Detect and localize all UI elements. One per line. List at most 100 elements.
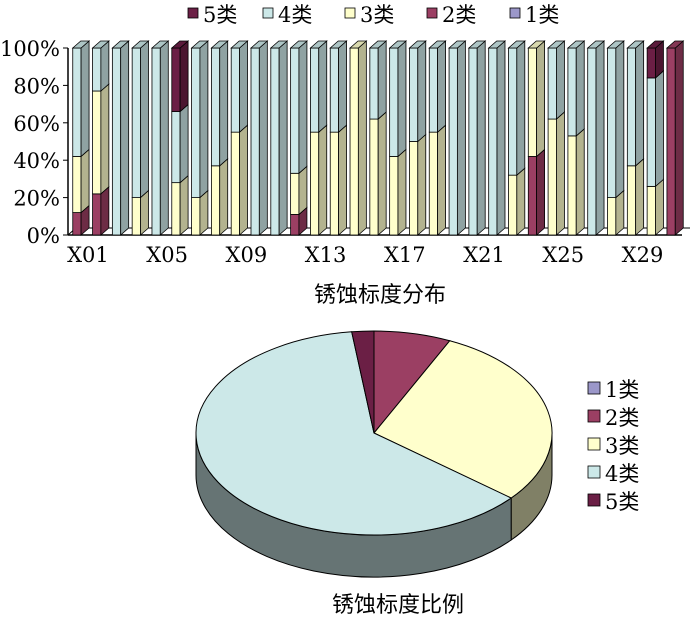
bar-top [487,40,507,49]
bar-segment-X30-4类 [646,77,656,187]
bar-side [417,133,427,236]
bar-side [159,40,169,236]
y-tick-label: 0% [27,224,60,248]
pie-legend-label-3类: 3类 [605,434,639,458]
bar-side [278,40,288,236]
bar-segment-X23-4类 [508,47,518,176]
bar-segment-X10-4类 [250,47,260,236]
pie-legend-swatch-3类 [587,437,601,451]
bar-side [179,174,189,236]
y-tick-label: 100% [0,37,60,61]
legend-swatch-3类 [344,7,356,19]
bar-segment-X01-4类 [72,47,82,157]
bar-segment-X07-4类 [191,47,201,199]
bar-segment-X04-3类 [131,197,141,236]
legend-swatch-1类 [509,7,521,19]
pie-legend-label-1类: 1类 [605,378,639,402]
bar-segment-X01-3类 [72,156,82,213]
bar-top [71,40,91,49]
bar-top [150,40,170,49]
bar-segment-X22-4类 [488,47,498,236]
bar-side [595,40,605,236]
bar-side [437,40,446,134]
bar-axes: 0% 20% 40% 60% 80% 100% X01 X05 X09 X13 X17 X21 X25 X… [0,37,690,267]
bar-side [615,40,625,199]
legend-label-4类: 4类 [278,3,312,27]
bar-segment-X24-3类 [527,47,538,157]
y-tick-label: 80% [13,74,60,98]
legend-swatch-4类 [262,7,274,19]
bar-segment-X13-3类 [310,131,320,236]
pie-legend-label-2类: 2类 [605,406,639,430]
bar-segment-X04-4类 [131,47,141,199]
bar-side [674,40,684,236]
x-tick-label: X13 [305,243,347,267]
pie-legend-swatch-2类 [587,409,601,423]
bar-segment-X11-4类 [270,47,280,236]
legend-label-5类: 5类 [203,3,237,27]
bar-segment-X27-4类 [587,47,597,236]
bar-segment-X02-3类 [92,90,102,195]
bar-top [586,40,606,49]
pie-slice-4类 [195,331,513,536]
bar-segment-X17-3类 [389,156,399,236]
bar-segment-X29-3类 [626,165,637,236]
bar-segment-X29-4类 [626,47,637,167]
bar-top [309,40,328,49]
pie-legend-label-4类: 4类 [605,462,639,486]
bar-top [467,40,487,49]
pie-legend-label-5类: 5类 [605,490,639,514]
bar-top [91,40,110,49]
bar-side [338,40,347,134]
bar-side [140,189,149,236]
bar-segment-X13-4类 [310,47,320,133]
bar-segment-X08-3类 [210,165,221,236]
bar-side [456,40,466,236]
bar-segment-X25-4类 [547,47,557,120]
bar-side [140,40,149,199]
bar-segment-X06-5类 [171,47,181,112]
y-tick-label: 20% [13,187,60,211]
bar-side [437,124,446,236]
bar-top [547,40,566,49]
bar-top [626,40,645,49]
bar-side [100,185,110,236]
bar-segment-X01-2类 [72,212,82,236]
bar-top [606,40,625,49]
bar-segment-X21-4类 [468,47,478,236]
x-tick-label: X21 [463,243,505,267]
pie-slice-5类 [351,330,375,434]
bar-side [219,40,229,167]
bar-segment-X19-3类 [428,131,438,236]
bar-side [575,40,585,137]
bar-side [239,124,248,236]
bar-side [655,178,664,236]
bar-segment-X20-4类 [448,47,458,236]
bar-segment-X05-4类 [151,47,161,236]
bar-top [408,40,427,49]
bar-side [556,40,565,120]
x-tick-label: X29 [622,243,664,267]
bar-side [536,148,546,236]
bar-top [507,40,526,49]
bar-side [219,157,229,236]
bar-legend: 5类 4类 3类 2类 1类 [187,3,559,27]
bar-top [388,40,408,49]
pie-title: 锈蚀标度比例 [332,593,464,618]
bar-side [615,189,625,236]
bar-marks [71,40,685,236]
bar-side [575,128,585,236]
bar-side [239,40,248,134]
bar-top [566,40,586,49]
bar-side [298,40,308,175]
bar-top [527,40,546,49]
bar-side [476,40,486,236]
legend-label-3类: 3类 [360,3,394,27]
x-tick-label: X25 [542,243,584,267]
bar-side [556,111,565,236]
bar-side [397,148,407,236]
bar-side [377,111,387,236]
bar-side [258,40,268,236]
bar-side [318,40,328,134]
